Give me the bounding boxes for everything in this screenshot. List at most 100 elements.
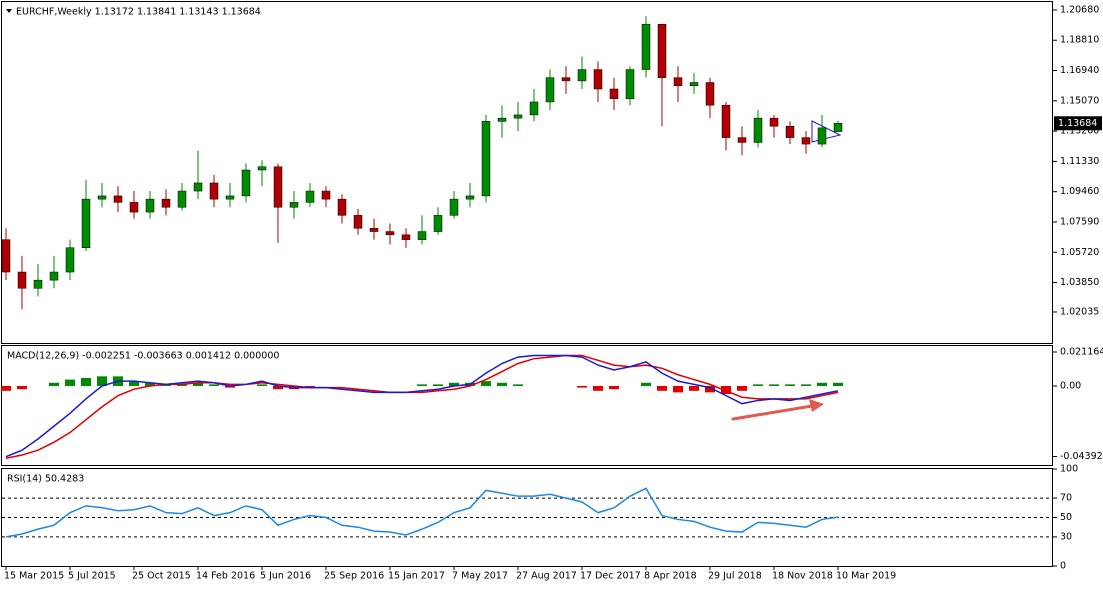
x-tick-label: 29 Jul 2018 xyxy=(708,571,762,582)
symbol-menu-icon[interactable] xyxy=(6,9,12,13)
candle-body xyxy=(113,195,123,203)
candle-body xyxy=(241,169,251,197)
histogram-bar xyxy=(65,379,75,386)
histogram-bar xyxy=(193,382,203,386)
histogram-bar xyxy=(689,385,699,391)
histogram-bar xyxy=(449,382,459,386)
y-tick-label: 1.02035 xyxy=(1060,306,1099,317)
candle-body xyxy=(769,117,779,127)
macd-panel xyxy=(1,345,1053,466)
candle-body xyxy=(817,127,827,145)
candle-body xyxy=(465,195,475,200)
y-tick-label: 1.15070 xyxy=(1060,95,1099,106)
y-tick-label: 0.021164 xyxy=(1060,346,1103,357)
rsi-panel xyxy=(1,468,1053,567)
panel-title: EURCHF,Weekly 1.13172 1.13841 1.13143 1.… xyxy=(16,7,261,18)
candle-body xyxy=(833,123,843,132)
candle-body xyxy=(81,198,91,248)
candle-body xyxy=(129,202,139,213)
candle-body xyxy=(353,215,363,229)
signal-line xyxy=(5,354,839,459)
candle-body xyxy=(209,182,219,200)
price-panel xyxy=(1,1,1053,344)
x-tick-label: 15 Jan 2017 xyxy=(388,571,445,582)
histogram-bar xyxy=(81,377,91,386)
candle-body xyxy=(321,190,331,200)
x-tick-label: 7 May 2017 xyxy=(452,571,508,582)
x-tick-label: 25 Oct 2015 xyxy=(132,571,191,582)
x-tick-label: 5 Jul 2015 xyxy=(68,571,116,582)
y-tick-label: 1.05720 xyxy=(1060,247,1099,258)
annotation-arrow xyxy=(731,399,824,421)
histogram-bar xyxy=(641,382,651,386)
histogram-bar xyxy=(497,382,507,386)
histogram-bar xyxy=(145,382,155,386)
candle-body xyxy=(369,228,379,232)
histogram-bar xyxy=(177,384,187,386)
candle-body xyxy=(225,195,235,200)
y-tick-label: 0.00 xyxy=(1060,380,1081,391)
candle-body xyxy=(785,126,795,138)
histogram-bar xyxy=(753,384,763,386)
candle-body xyxy=(737,137,747,143)
candle-body xyxy=(721,104,731,138)
macd-line xyxy=(5,354,839,458)
histogram-bar xyxy=(769,384,779,386)
candle-body xyxy=(625,69,635,99)
histogram-bar xyxy=(417,384,427,386)
x-tick-label: 15 Mar 2015 xyxy=(4,571,64,582)
candle-body xyxy=(145,198,155,213)
candle-body xyxy=(161,198,171,208)
candle-body xyxy=(561,77,571,82)
candle-body xyxy=(753,117,763,143)
candle-body xyxy=(641,23,651,70)
candle-body xyxy=(513,114,523,119)
y-tick-label: 100 xyxy=(1060,464,1078,475)
candle-body xyxy=(97,195,107,200)
y-tick-label: 1.18810 xyxy=(1060,35,1099,46)
candle-body xyxy=(545,77,555,103)
candle-body xyxy=(289,202,299,208)
candle-body xyxy=(609,88,619,99)
histogram-bar xyxy=(657,385,667,391)
candle-body xyxy=(417,231,427,240)
candle-body xyxy=(657,23,667,78)
histogram-bar xyxy=(433,384,443,386)
candle-body xyxy=(401,234,411,240)
histogram-bar xyxy=(49,382,59,386)
histogram-bar xyxy=(225,385,235,388)
candle-body xyxy=(193,182,203,192)
x-tick-label: 10 Mar 2019 xyxy=(836,571,896,582)
candle-body xyxy=(177,190,187,208)
histogram-bar xyxy=(833,382,843,386)
histogram-bar xyxy=(705,385,715,393)
histogram-bar xyxy=(129,381,139,386)
y-tick-label: 70 xyxy=(1060,493,1072,504)
x-tick-label: 8 Apr 2018 xyxy=(644,571,697,582)
x-tick-label: 17 Dec 2017 xyxy=(580,571,641,582)
candle-body xyxy=(529,101,539,116)
x-tick-label: 25 Sep 2016 xyxy=(324,571,384,582)
y-tick-label: 30 xyxy=(1060,531,1072,542)
candle-body xyxy=(705,82,715,106)
x-tick-label: 27 Aug 2017 xyxy=(516,571,577,582)
candle-body xyxy=(497,117,507,122)
histogram-bar xyxy=(513,384,523,386)
y-tick-label: 50 xyxy=(1060,512,1072,523)
histogram-bar xyxy=(481,381,491,386)
histogram-bar xyxy=(785,384,795,386)
panel-title: RSI(14) 50.4283 xyxy=(7,474,84,485)
histogram-bar xyxy=(817,382,827,386)
histogram-bar xyxy=(801,384,811,386)
histogram-bar xyxy=(209,384,219,386)
last-price-label: 1.13684 xyxy=(1058,118,1097,129)
y-tick-label: 1.20680 xyxy=(1060,4,1099,15)
y-tick-label: 1.16940 xyxy=(1060,65,1099,76)
candle-body xyxy=(433,215,443,232)
candle-body xyxy=(673,77,683,87)
last-price-box xyxy=(1054,116,1102,131)
candle-body xyxy=(801,137,811,145)
histogram-bar xyxy=(257,384,267,386)
histogram-bar xyxy=(609,385,619,390)
